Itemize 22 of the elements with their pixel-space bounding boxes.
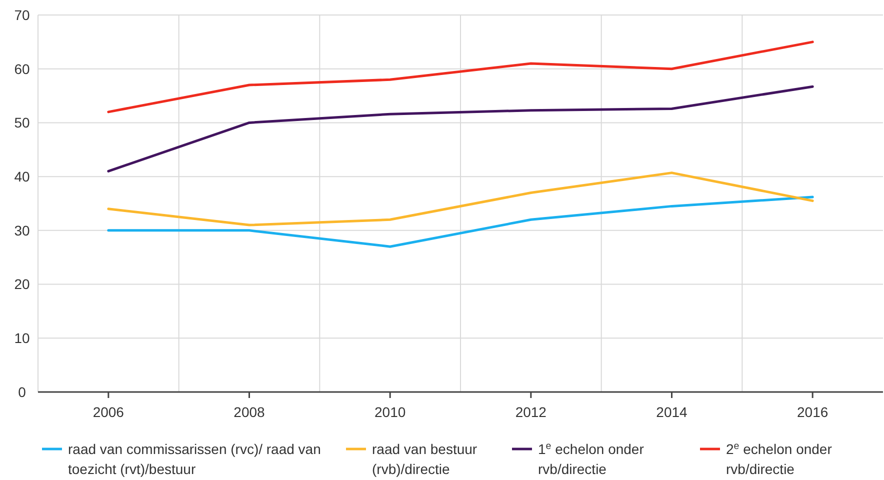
legend-label: 1$^{e}$ echelon onder rvb/directie	[538, 440, 644, 477]
line-series	[107, 196, 814, 248]
line-series	[107, 85, 814, 172]
x-tick-label: 2016	[797, 404, 828, 420]
y-tick-label: 60	[14, 60, 30, 77]
y-tick-label: 40	[14, 168, 30, 184]
legend-label: raad van bestuur (rvb)/directie	[372, 441, 478, 477]
x-tick-label: 2012	[515, 404, 547, 420]
x-tick-label: 2010	[374, 404, 406, 420]
line-series	[107, 172, 814, 226]
y-tick-label: 0	[18, 384, 26, 400]
y-tick-label: 70	[14, 6, 30, 23]
x-tick-label: 2014	[656, 404, 688, 420]
x-tick-label: 2006	[92, 404, 124, 420]
y-tick-label: 50	[14, 114, 30, 131]
line-series	[107, 40, 814, 114]
y-tick-label: 30	[14, 222, 30, 238]
y-tick-label: 20	[14, 276, 30, 292]
x-tick-label: 2008	[234, 404, 266, 420]
y-tick-label: 10	[14, 330, 30, 346]
legend-label: 2$^{e}$ echelon onder rvb/directie	[726, 440, 832, 477]
legend-label: raad van commissarissen (rvc)/ raad van toezicht (rvt)/bestuur	[68, 441, 321, 477]
